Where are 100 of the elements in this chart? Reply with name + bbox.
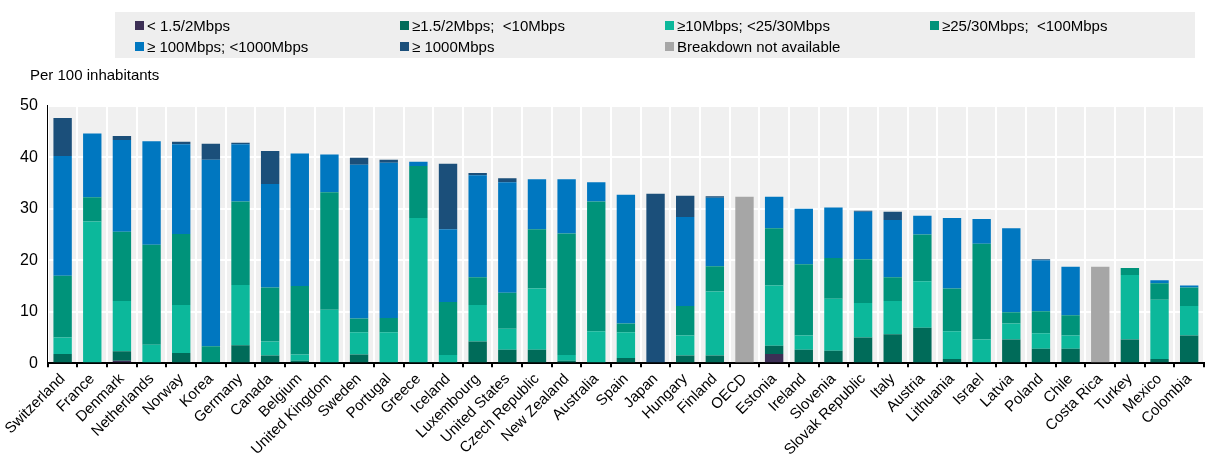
bar (112, 300, 132, 352)
bar (231, 284, 250, 346)
bar (290, 285, 309, 355)
bar (942, 359, 962, 363)
bar (794, 349, 813, 363)
bar (913, 327, 932, 363)
bar (142, 244, 161, 345)
bar (1120, 339, 1140, 363)
bar (1120, 275, 1140, 340)
bar (349, 354, 369, 363)
bar (527, 179, 547, 230)
bar (1002, 312, 1021, 324)
bar (53, 275, 72, 338)
bar (1150, 359, 1169, 363)
bar (1120, 267, 1140, 276)
bar (112, 351, 132, 361)
bar (942, 331, 962, 360)
bar (320, 309, 339, 363)
bar (438, 354, 458, 363)
bar (764, 353, 784, 363)
bar (231, 201, 250, 285)
y-tick-label: 50 (20, 96, 38, 114)
bar (112, 136, 132, 141)
bar (676, 335, 695, 356)
legend-label: ≥ 1000Mbps (412, 38, 495, 55)
bar (260, 341, 280, 356)
bar (1061, 348, 1080, 363)
bar (438, 163, 458, 230)
bar (468, 341, 487, 363)
bar (438, 229, 458, 302)
bar (616, 194, 636, 324)
legend-label: < 1.5/2Mbps (147, 16, 230, 34)
bar (1150, 283, 1169, 300)
bar (260, 355, 280, 363)
bar (913, 234, 932, 282)
bar (409, 161, 428, 166)
bar (1061, 315, 1080, 336)
legend-label: ≥10Mbps; <25/30Mbps (677, 16, 830, 34)
bar (972, 218, 991, 244)
bar (379, 317, 398, 333)
y-tick-label: 20 (20, 250, 38, 268)
bar (1031, 260, 1051, 312)
bar (172, 144, 191, 234)
bar (735, 196, 754, 363)
bar (231, 345, 250, 363)
bar (853, 337, 873, 363)
bar (1091, 266, 1110, 363)
bar (764, 228, 784, 286)
bar (646, 193, 665, 363)
bar (1031, 333, 1051, 349)
bar (942, 217, 962, 289)
bar (705, 266, 725, 292)
bar (468, 175, 487, 278)
bar (468, 277, 487, 305)
bar (349, 157, 369, 165)
bar (824, 350, 843, 363)
bar (201, 143, 221, 160)
bar (112, 140, 132, 232)
bar (379, 332, 398, 363)
bar (260, 287, 280, 342)
bar (53, 337, 72, 354)
bar (468, 173, 487, 176)
bar (1031, 311, 1051, 334)
bar (913, 281, 932, 328)
bar (883, 277, 902, 301)
bar (883, 300, 902, 335)
bar (468, 305, 487, 342)
bar (764, 345, 784, 354)
bar (349, 164, 369, 319)
bar (1179, 285, 1199, 288)
bar (616, 358, 636, 363)
bar (231, 144, 250, 202)
bar (112, 231, 132, 301)
bar (853, 259, 873, 303)
bar (142, 141, 161, 245)
bar (1150, 280, 1169, 284)
bar (498, 292, 517, 329)
legend-label: Breakdown not available (677, 38, 841, 55)
bar (1002, 323, 1021, 340)
bar (498, 349, 517, 363)
bar (320, 154, 339, 193)
bar (1179, 306, 1199, 336)
bar (409, 217, 428, 363)
legend-label: ≥ 100Mbps; <1000Mbps (147, 38, 309, 55)
bar (409, 165, 428, 218)
bar (705, 197, 725, 267)
bar (379, 159, 398, 163)
bar (676, 216, 695, 307)
bar (201, 346, 221, 363)
bar (1179, 335, 1199, 363)
bar (527, 229, 547, 289)
bar (53, 117, 72, 157)
bar (705, 291, 725, 356)
bar (883, 334, 902, 363)
bar (942, 288, 962, 332)
bar (498, 328, 517, 350)
y-tick-label: 10 (20, 302, 38, 320)
legend-label: ≥25/30Mbps; <100Mbps (942, 16, 1108, 34)
bar (527, 288, 547, 350)
bar (320, 192, 339, 310)
